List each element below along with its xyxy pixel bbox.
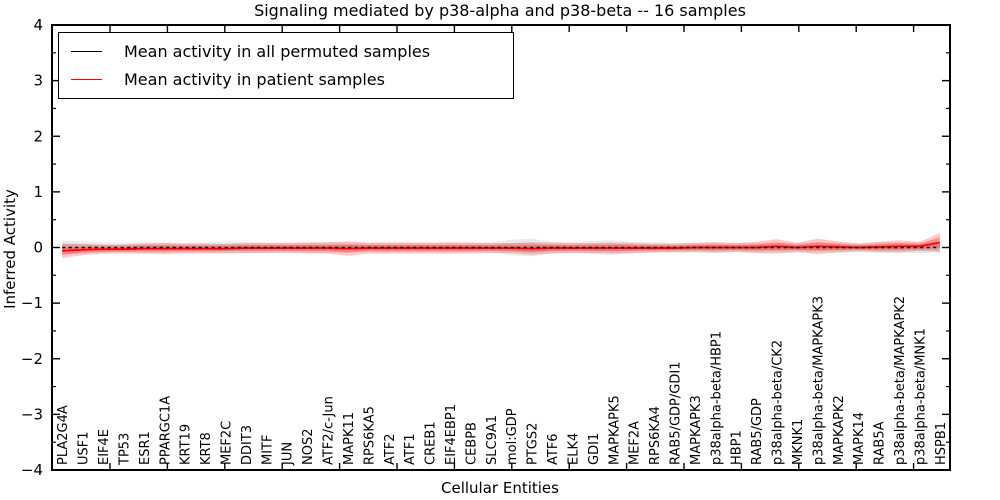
x-axis-label: Cellular Entities: [441, 479, 559, 497]
x-tick-label: MITF: [260, 435, 275, 465]
x-tick-label: MKNK1: [791, 419, 806, 465]
x-tick-label: MEF2A: [628, 421, 643, 465]
x-tick-label: GDI1: [587, 433, 602, 465]
legend-line-patient-icon: [71, 79, 102, 80]
x-tick-label: PLA2G4A: [56, 405, 71, 465]
x-tick-label: MAPK11: [342, 412, 357, 465]
x-tick-label: MAPK14: [852, 412, 867, 465]
x-tick-label: p38alpha-beta/MAPKAPK3: [811, 296, 826, 465]
x-tick-label: mol:GDP: [505, 408, 520, 465]
y-tick-label: 1: [33, 183, 43, 201]
x-tick-label: EIF4E: [97, 429, 112, 465]
x-tick-label: RAB5/GDP/GDI1: [668, 362, 683, 465]
confidence-band-patient-outer: [62, 233, 940, 259]
legend-label-permuted: Mean activity in all permuted samples: [124, 42, 431, 61]
x-tick-label: TP53: [117, 433, 132, 466]
y-tick-label: 3: [33, 72, 43, 90]
x-tick-label: MAPKAPK5: [607, 395, 622, 465]
legend-line-permuted-icon: [71, 51, 102, 52]
x-tick-label: EIF4EBP1: [444, 404, 459, 465]
x-tick-label: HBP1: [730, 430, 745, 465]
x-tick-label: CEBPB: [464, 422, 479, 465]
x-tick-label: NOS2: [301, 429, 316, 465]
x-tick-label: HSPB1: [934, 422, 949, 465]
legend-label-patient: Mean activity in patient samples: [124, 70, 385, 89]
confidence-band-patient-inner: [62, 237, 940, 255]
x-tick-label: ATF2/c-Jun: [322, 396, 337, 465]
x-tick-label: RAB5A: [873, 421, 888, 465]
x-tick-label: p38alpha-beta/MAPKAPK2: [893, 296, 908, 465]
y-tick-label: −2: [21, 350, 43, 368]
x-tick-label: RPS6KA5: [362, 406, 377, 465]
x-tick-label: ATF2: [383, 433, 398, 465]
x-tick-label: ATF1: [403, 433, 418, 465]
x-tick-label: MAPKAPK3: [689, 395, 704, 465]
y-tick-label: 2: [33, 127, 43, 145]
x-tick-label: PPARGC1A: [158, 396, 173, 465]
x-tick-label: p38alpha-beta/HBP1: [709, 331, 724, 465]
x-tick-label: KRT19: [179, 424, 194, 465]
x-tick-label: p38alpha-beta/MNK1: [913, 328, 928, 465]
line-patient-mean: [62, 241, 940, 252]
x-tick-label: SLC9A1: [485, 415, 500, 465]
legend: Mean activity in all permuted samples Me…: [58, 32, 514, 99]
x-tick-label: MEF2C: [219, 421, 234, 465]
x-tick-label: USF1: [77, 431, 92, 465]
legend-item-permuted: Mean activity in all permuted samples: [71, 42, 503, 61]
y-tick-label: 0: [33, 239, 43, 257]
x-tick-label: RAB5/GDP: [750, 398, 765, 465]
x-tick-label: KRT8: [199, 432, 214, 465]
y-tick-label: 4: [33, 16, 43, 34]
y-axis-label: Inferred Activity: [1, 189, 19, 309]
x-tick-label: ELK4: [566, 433, 581, 465]
legend-item-patient: Mean activity in patient samples: [71, 70, 503, 89]
x-tick-label: p38alpha-beta/CK2: [771, 340, 786, 465]
x-tick-label: JUN: [281, 442, 296, 466]
x-tick-label: ATF6: [546, 433, 561, 465]
x-tick-label: RPS6KA4: [648, 406, 663, 465]
x-tick-label: DDIT3: [240, 425, 255, 465]
y-tick-label: −4: [21, 461, 43, 479]
x-tick-label: ESR1: [138, 431, 153, 465]
x-tick-label: MAPKAPK2: [832, 395, 847, 465]
x-tick-label: CREB1: [424, 421, 439, 465]
y-tick-label: −3: [21, 405, 43, 423]
x-tick-label: PTGS2: [526, 423, 541, 465]
chart-title: Signaling mediated by p38-alpha and p38-…: [254, 1, 746, 20]
y-tick-label: −1: [21, 294, 43, 312]
